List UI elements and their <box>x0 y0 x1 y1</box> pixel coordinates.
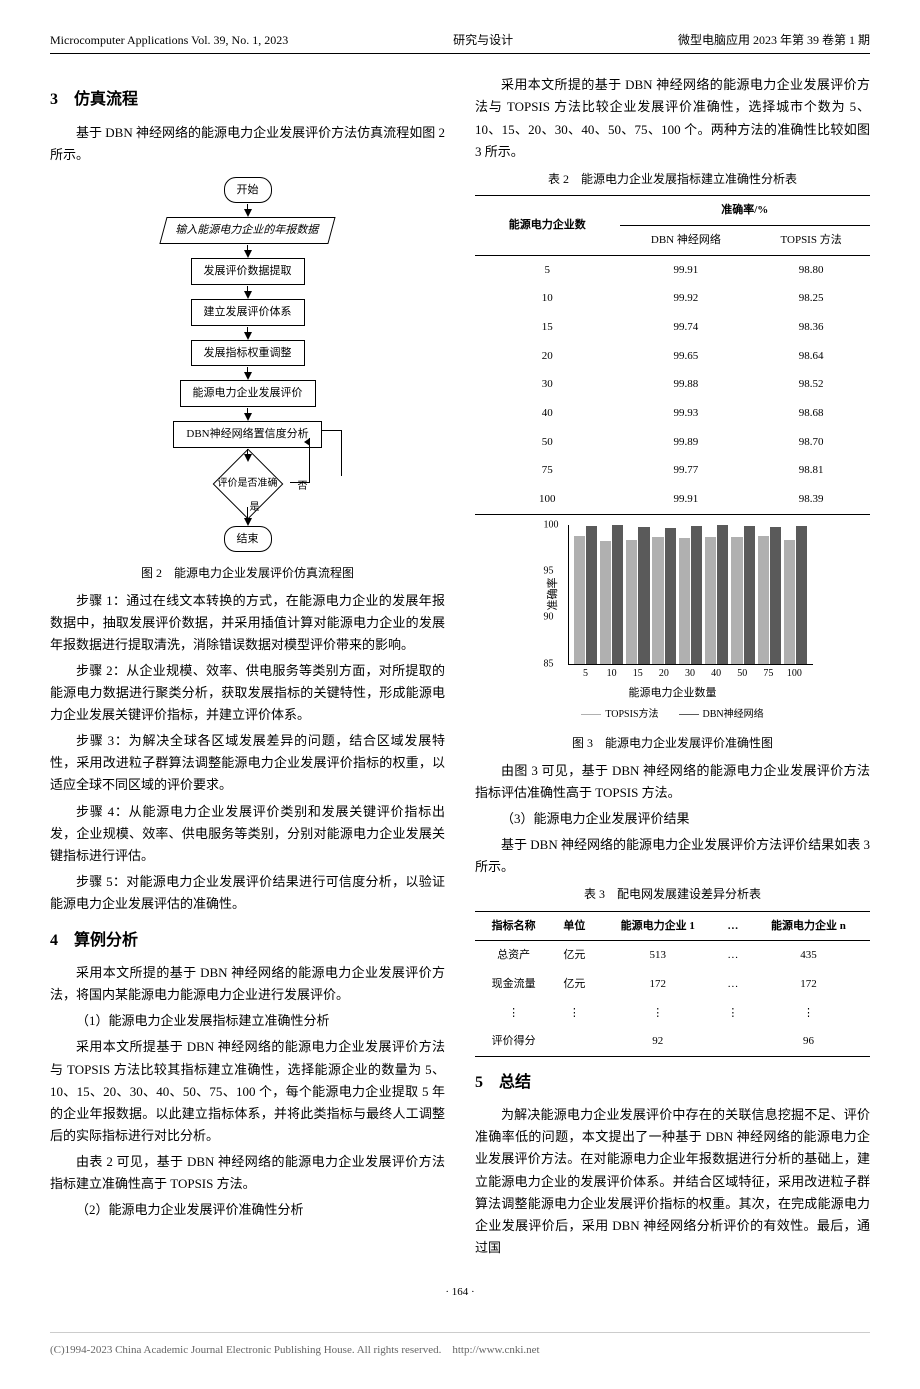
flow-decision: 评价是否准确 否 是 <box>208 464 288 504</box>
left-column: 3 仿真流程 基于 DBN 神经网络的能源电力企业发展评价方法仿真流程如图 2 … <box>50 74 445 1263</box>
step-4: 步骤 4：从能源电力企业发展评价类别和发展关键评价指标出发，企业规模、效率、供电… <box>50 801 445 867</box>
section-3-intro: 基于 DBN 神经网络的能源电力企业发展评价方法仿真流程如图 2 所示。 <box>50 122 445 166</box>
table-row: 3099.8898.52 <box>475 370 870 399</box>
flow-input: 输入能源电力企业的年报数据 <box>159 217 335 244</box>
page-number: · 164 · <box>50 1283 870 1302</box>
chart-bar <box>717 525 728 663</box>
section-4-p3: 由表 2 可见，基于 DBN 神经网络的能源电力企业发展评价方法指标建立准确性高… <box>50 1151 445 1195</box>
flow-weight: 发展指标权重调整 <box>191 340 305 367</box>
right-column: 采用本文所提的基于 DBN 神经网络的能源电力企业发展评价方法与 TOPSIS … <box>475 74 870 1263</box>
figure-3-chart: 准确率 859095100 510152030405075100 能源电力企业数… <box>533 525 813 724</box>
chart-bar <box>574 536 585 664</box>
chart-bar <box>731 537 742 664</box>
flow-eval: 能源电力企业发展评价 <box>180 380 316 407</box>
copyright-footer: (C)1994-2023 China Academic Journal Elec… <box>50 1332 870 1360</box>
t2-c2: TOPSIS 方法 <box>752 225 870 255</box>
chart-bar <box>758 536 769 664</box>
after-chart-p1: 由图 3 可见，基于 DBN 神经网络的能源电力企业发展评价方法指标评估准确性高… <box>475 760 870 804</box>
chart-bar <box>679 538 690 663</box>
section-4-p1: 采用本文所提的基于 DBN 神经网络的能源电力企业发展评价方法，将国内某能源电力… <box>50 962 445 1006</box>
main-columns: 3 仿真流程 基于 DBN 神经网络的能源电力企业发展评价方法仿真流程如图 2 … <box>50 74 870 1263</box>
t2-h1: 能源电力企业数 <box>475 196 620 255</box>
table-row: 10099.9198.39 <box>475 485 870 514</box>
table-2: 能源电力企业数 准确率/% DBN 神经网络 TOPSIS 方法 599.919… <box>475 195 870 515</box>
table-row: ⋮⋮⋮⋮⋮ <box>475 999 870 1028</box>
after-chart-p2: 基于 DBN 神经网络的能源电力企业发展评价方法评价结果如表 3 所示。 <box>475 834 870 878</box>
flow-build: 建立发展评价体系 <box>191 299 305 326</box>
page-header: Microcomputer Applications Vol. 39, No. … <box>50 30 870 54</box>
figure-2-caption: 图 2 能源电力企业发展评价仿真流程图 <box>50 563 445 583</box>
chart-bar <box>705 537 716 664</box>
step-3: 步骤 3：为解决全球各区域发展差异的问题，结合区域发展特性，采用改进粒子群算法调… <box>50 730 445 796</box>
table-row: 总资产亿元513…435 <box>475 941 870 970</box>
section-4-sub1: （1）能源电力企业发展指标建立准确性分析 <box>50 1010 445 1032</box>
step-2: 步骤 2：从企业规模、效率、供电服务等类别方面，对所提取的能源电力数据进行聚类分… <box>50 660 445 726</box>
table-row: 1599.7498.36 <box>475 313 870 342</box>
table-row: 现金流量亿元172…172 <box>475 970 870 999</box>
chart-bar <box>652 537 663 663</box>
chart-ylabel: 准确率 <box>544 578 563 611</box>
flow-dbn: DBN神经网络置信度分析 <box>173 421 321 448</box>
table-row: 599.9198.80 <box>475 255 870 284</box>
table-2-caption: 表 2 能源电力企业发展指标建立准确性分析表 <box>475 169 870 189</box>
flow-extract: 发展评价数据提取 <box>191 258 305 285</box>
legend-dbn: DBN神经网络 <box>703 706 764 723</box>
chart-bar <box>638 527 649 664</box>
chart-bar <box>665 528 676 664</box>
figure-3-caption: 图 3 能源电力企业发展评价准确性图 <box>475 733 870 753</box>
chart-xlabel: 能源电力企业数量 <box>533 684 813 703</box>
table-3: 指标名称单位能源电力企业 1…能源电力企业 n 总资产亿元513…435现金流量… <box>475 911 870 1057</box>
header-right: 微型电脑应用 2023 年第 39 卷第 1 期 <box>678 30 870 50</box>
chart-bar <box>796 526 807 664</box>
table-row: 评价得分9296 <box>475 1027 870 1056</box>
section-4-title: 4 算例分析 <box>50 927 445 954</box>
flow-yes-label: 是 <box>250 499 260 516</box>
section-4-sub2: （2）能源电力企业发展评价准确性分析 <box>50 1199 445 1221</box>
header-left: Microcomputer Applications Vol. 39, No. … <box>50 30 288 50</box>
chart-bar <box>612 525 623 663</box>
table-row: 4099.9398.68 <box>475 399 870 428</box>
legend-topsis: TOPSIS方法 <box>605 706 658 723</box>
table-row: 5099.8998.70 <box>475 428 870 457</box>
step-1: 步骤 1：通过在线文本转换的方式，在能源电力企业的发展年报数据中，抽取发展评价数… <box>50 590 445 656</box>
flowchart-figure-2: 开始 输入能源电力企业的年报数据 发展评价数据提取 建立发展评价体系 发展指标权… <box>50 176 445 554</box>
chart-bar <box>626 540 637 664</box>
chart-bar <box>784 540 795 664</box>
section-3-title: 3 仿真流程 <box>50 86 445 113</box>
chart-bar <box>586 526 597 664</box>
flow-no-label: 否 <box>298 478 308 495</box>
table-row: 2099.6598.64 <box>475 342 870 371</box>
chart-bar <box>744 526 755 664</box>
after-chart-sub3: （3）能源电力企业发展评价结果 <box>475 808 870 830</box>
step-5: 步骤 5：对能源电力企业发展评价结果进行可信度分析，以验证能源电力企业发展评估的… <box>50 871 445 915</box>
flow-start: 开始 <box>224 177 272 204</box>
section-5-p1: 为解决能源电力企业发展评价中存在的关联信息挖掘不足、评价准确率低的问题，本文提出… <box>475 1104 870 1259</box>
t2-c1: DBN 神经网络 <box>620 225 753 255</box>
chart-bar <box>691 526 702 664</box>
col2-p1: 采用本文所提的基于 DBN 神经网络的能源电力企业发展评价方法与 TOPSIS … <box>475 74 870 162</box>
header-center: 研究与设计 <box>453 30 513 50</box>
table-row: 7599.7798.81 <box>475 456 870 485</box>
table-3-caption: 表 3 配电网发展建设差异分析表 <box>475 884 870 904</box>
t2-h2: 准确率/% <box>620 196 870 226</box>
section-5-title: 5 总结 <box>475 1069 870 1096</box>
chart-bar <box>770 527 781 664</box>
flow-end: 结束 <box>224 526 272 553</box>
chart-legend: TOPSIS方法 DBN神经网络 <box>533 706 813 723</box>
chart-bar <box>600 541 611 664</box>
table-row: 1099.9298.25 <box>475 284 870 313</box>
section-4-p2: 采用本文所提基于 DBN 神经网络的能源电力企业发展评价方法与 TOPSIS 方… <box>50 1036 445 1146</box>
